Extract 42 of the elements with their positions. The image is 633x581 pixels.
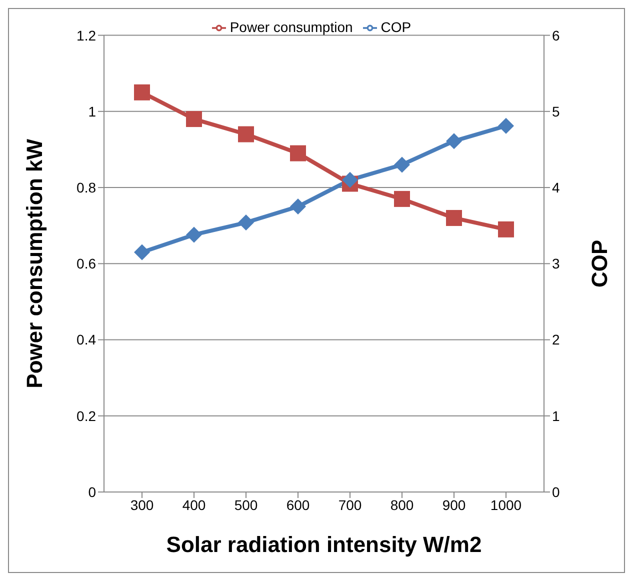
y2-axis-title: COP: [586, 240, 612, 288]
y-tick-label: 0.6: [76, 256, 96, 272]
y2-tick-label: 1: [552, 408, 560, 424]
y-axis-title: Power consumption kW: [22, 138, 47, 388]
legend-label: COP: [380, 19, 412, 35]
y-tick-label: 0.2: [76, 408, 96, 424]
x-axis-title: Solar radiation intensity W/m2: [166, 532, 482, 557]
x-tick-label: 900: [442, 496, 466, 513]
point: [498, 221, 514, 238]
point: [238, 126, 254, 142]
legend-label: Power consumption: [230, 19, 353, 35]
x-tick-label: 500: [234, 496, 258, 513]
point: [342, 172, 358, 188]
point: [186, 226, 202, 243]
point: [186, 111, 202, 128]
y-tick-label: 1: [88, 103, 96, 120]
point: [134, 84, 150, 100]
point: [394, 190, 410, 207]
y-tick-label: 0.8: [76, 180, 96, 196]
y2-tick-label: 6: [552, 27, 560, 44]
y-tick-label: 0: [88, 484, 96, 500]
x-tick-label: 700: [338, 496, 362, 513]
point: [290, 145, 306, 162]
point: [238, 214, 254, 231]
point: [446, 133, 462, 150]
y-tick-label: 0.4: [76, 332, 96, 348]
x-tick-label: 300: [130, 496, 154, 513]
point: [290, 198, 306, 215]
point: [498, 118, 514, 134]
y2-tick-label: 2: [552, 332, 560, 348]
x-tick-label: 800: [390, 496, 414, 513]
y2-tick-label: 5: [552, 103, 560, 120]
y2-tick-label: 4: [552, 180, 560, 196]
point: [134, 244, 150, 260]
point: [446, 210, 462, 226]
y2-tick-label: 0: [552, 484, 560, 500]
x-tick-label: 600: [286, 496, 310, 513]
y-tick-label: 1.2: [76, 27, 96, 44]
point: [394, 156, 410, 173]
y2-tick-label: 3: [552, 256, 560, 272]
x-tick-label: 1000: [490, 496, 522, 513]
x-tick-label: 400: [182, 496, 206, 513]
